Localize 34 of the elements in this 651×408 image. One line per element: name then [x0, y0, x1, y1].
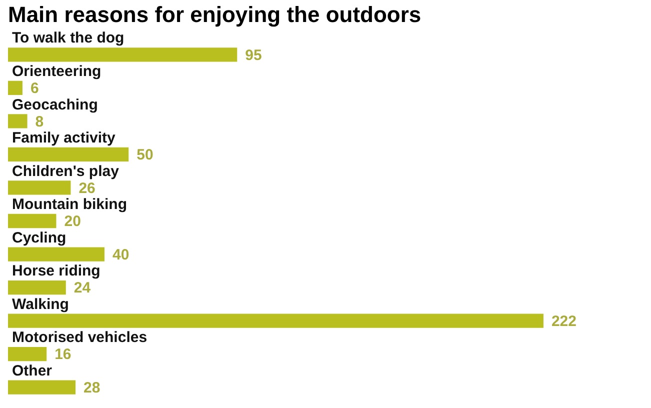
data-label: 222 — [551, 312, 576, 330]
bar — [8, 180, 71, 195]
bar — [8, 314, 544, 328]
bar — [8, 147, 129, 162]
bar — [8, 114, 28, 128]
y-tick-label: Walking — [12, 296, 69, 313]
bar — [8, 380, 76, 394]
data-label: 26 — [78, 180, 96, 197]
data-label: 6 — [30, 80, 39, 98]
data-label: 16 — [54, 346, 72, 364]
bar — [8, 80, 22, 95]
data-label: 24 — [74, 280, 92, 297]
data-label: 40 — [112, 246, 130, 264]
data-label: 28 — [84, 380, 100, 397]
y-tick-label: Horse riding — [12, 262, 100, 280]
y-tick-label: Family activity — [12, 130, 116, 147]
chart-title: Main reasons for enjoying the outdoors — [8, 2, 422, 28]
bar — [8, 247, 104, 262]
data-label: 95 — [245, 46, 262, 64]
y-tick-label: Motorised vehicles — [12, 329, 148, 346]
y-tick-label: Children's play — [12, 162, 120, 180]
bar — [8, 48, 238, 62]
data-label: 20 — [64, 213, 81, 230]
bar — [8, 347, 47, 362]
y-tick-label: Geocaching — [12, 96, 98, 114]
y-tick-label: Mountain biking — [12, 196, 127, 214]
data-label: 8 — [35, 113, 44, 130]
y-tick-label: Other — [12, 362, 52, 380]
y-tick-label: Cycling — [12, 229, 66, 246]
data-label: 50 — [136, 146, 154, 164]
y-tick-label: Orienteering — [12, 62, 102, 80]
bar — [8, 214, 56, 228]
y-tick-label: To walk the dog — [12, 30, 124, 47]
bar — [8, 280, 66, 295]
